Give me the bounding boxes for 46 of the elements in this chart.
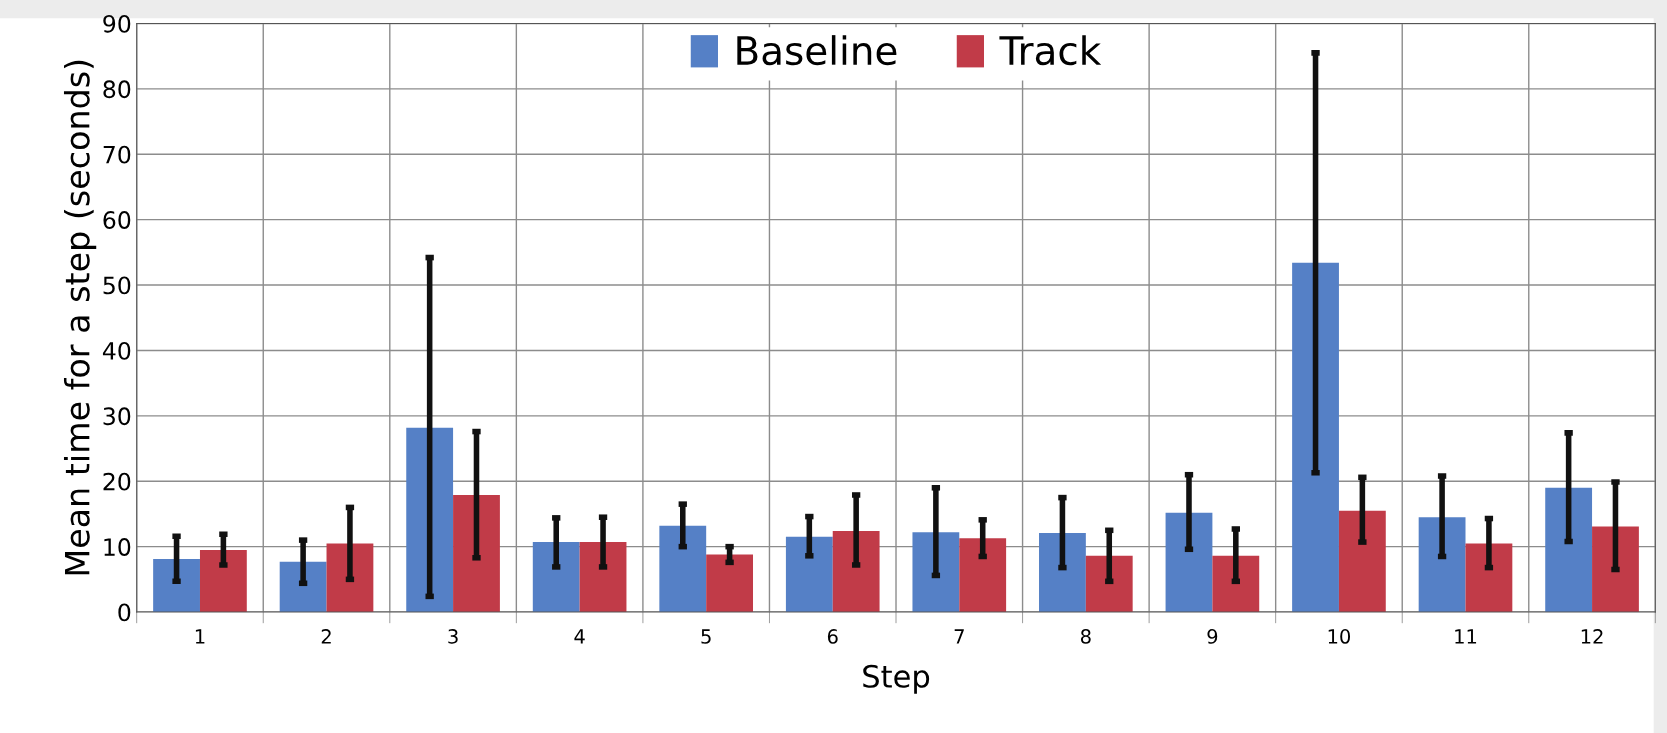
bar [326, 543, 374, 613]
bar [1212, 555, 1260, 613]
y-tick-label: 20 [103, 472, 131, 491]
bar [1418, 517, 1466, 613]
y-tick-label: 60 [103, 211, 131, 229]
bar [706, 554, 754, 613]
bar [579, 542, 627, 613]
x-tick-label: 10 [1328, 629, 1351, 644]
y-axis-title: Mean time for a step (seconds) [63, 60, 97, 575]
bar [1165, 512, 1213, 613]
x-tick-label: 7 [954, 629, 964, 644]
y-tick-label: 10 [104, 538, 131, 556]
y-tick-label: 70 [103, 145, 131, 164]
bar [153, 559, 200, 613]
x-tick-label: 2 [321, 629, 331, 644]
x-tick-label: 6 [827, 629, 838, 644]
x-tick-label: 11 [1455, 629, 1477, 644]
bar [1085, 555, 1133, 613]
x-tick-label: 3 [448, 629, 458, 644]
y-tick-label: 30 [103, 407, 131, 426]
legend-label: Track [999, 35, 1102, 66]
bar [1545, 487, 1593, 613]
x-tick-label: 1 [195, 629, 205, 644]
bar [1039, 532, 1086, 613]
legend-label: Baseline [737, 35, 897, 66]
y-tick-label: 80 [103, 80, 131, 99]
bar [1592, 526, 1639, 613]
x-tick-label: 4 [574, 629, 585, 644]
bar [279, 561, 327, 613]
bar [1465, 543, 1513, 613]
y-tick-label: 50 [103, 276, 131, 295]
bar [1338, 510, 1386, 613]
x-tick-label: 12 [1581, 629, 1603, 644]
y-tick-label: 90 [103, 14, 131, 33]
bar [199, 549, 247, 613]
bar [832, 530, 880, 613]
y-tick-label: 0 [118, 603, 131, 622]
x-tick-label: 9 [1207, 629, 1218, 644]
y-tick-label: 40 [102, 341, 131, 360]
x-tick-label: 8 [1080, 629, 1091, 644]
x-axis-title: Step [863, 664, 930, 694]
bar [785, 536, 833, 613]
bar [532, 542, 580, 613]
x-tick-label: 5 [701, 629, 711, 644]
bar [959, 538, 1007, 613]
bar [659, 525, 707, 613]
